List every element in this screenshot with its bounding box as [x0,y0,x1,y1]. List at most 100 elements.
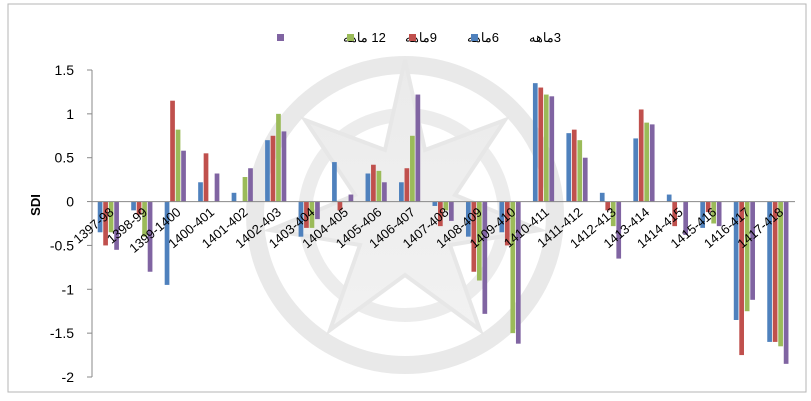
legend-label: 6ماهه [467,30,499,45]
bar-3-1410-411 [543,94,549,202]
bar-3-1402-403 [276,113,281,202]
bar-4-1413-414 [649,124,655,202]
bar-2-1410-411 [538,87,544,202]
bar-4-1404-405 [348,194,354,202]
legend-label: 12 ماهه [343,30,386,45]
bar-3-1399-1400 [175,129,181,202]
bar-3-1409-410 [510,201,516,334]
bar-4-1412-413 [616,201,622,259]
bar-4-1398-99 [147,201,153,272]
bar-4-1400-401 [214,173,220,202]
bars [97,83,789,364]
bar-2-1404-405 [337,201,343,211]
bar-2-1398-99 [136,201,142,215]
bar-4-1399-1400 [181,150,186,202]
bar-3-1403-404 [309,201,315,228]
bar-3-1417-418 [778,201,783,347]
y-tick-label: -2 [62,369,75,385]
bar-3-1416-417 [744,201,750,312]
bar-1-1412-413 [599,192,605,202]
bar-1-1410-411 [532,83,538,202]
bar-3-1411-412 [577,140,583,202]
bar-4-1410-411 [549,96,555,202]
legend-swatch [277,34,284,41]
bar-2-1408-409 [471,201,477,272]
bar-2-1403-404 [304,201,309,228]
bar-1-1413-414 [633,138,639,202]
legend-swatch [347,34,354,41]
bar-1-1409-410 [499,201,505,233]
bar-4-1406-407 [415,94,421,202]
legend: 12 ماهه 9ماهه 6ماهه 3ماهه [277,30,561,45]
bar-2-1415-416 [705,201,711,213]
bar-1-1403-404 [298,201,304,237]
plot-frame [7,3,807,393]
bar-1-1404-405 [332,162,337,202]
y-axis-label: SDI [28,194,43,216]
y-tick-label: 1.5 [55,62,75,78]
y-tick-label: -0.5 [50,237,74,253]
bar-3-1415-416 [711,201,717,224]
bar-3-1401-402 [242,177,248,202]
bar-1-1398-99 [131,201,136,211]
bar-2-1416-417 [739,201,744,356]
bar-3-1408-409 [476,201,482,281]
bar-1-1401-402 [231,192,237,202]
bar-4-1408-409 [482,201,488,314]
bar-4-1401-402 [248,168,253,202]
bar-2-1397-98 [103,201,108,246]
bar-3-1398-99 [142,201,147,237]
bar-4-1409-410 [515,201,521,344]
bar-2-1417-418 [772,201,778,342]
legend-swatch [409,34,416,41]
legend-label: 9ماهه [405,30,437,45]
bar-1-1406-407 [399,182,404,202]
bar-1-1400-401 [198,182,203,202]
bar-4-1416-417 [750,201,755,300]
bar-3-1413-414 [644,122,650,202]
bar-1-1416-417 [733,201,739,320]
bar-4-1397-98 [114,201,119,250]
bar-1-1405-406 [365,173,371,202]
bar-2-1399-1400 [170,100,175,202]
y-tick-label: -1 [62,281,75,297]
y-tick-label: -1.5 [50,325,74,341]
bar-3-1407-408 [443,201,449,211]
bar-2-1400-401 [203,153,209,202]
y-axis: 1.5 1 0.5 0 -0.5 -1 -1.5 -2 [50,62,93,385]
bar-2-1406-407 [404,168,410,202]
bar-4-1407-408 [449,201,454,221]
bar-4-1405-406 [382,182,387,202]
bar-4-1417-418 [783,201,789,364]
legend-swatch [471,34,478,41]
bar-2-1411-412 [571,129,577,202]
bar-1-1415-416 [700,201,706,228]
bar-3-1405-406 [376,170,382,202]
bar-1-1414-415 [666,194,672,202]
bar-2-1409-410 [504,201,510,246]
y-tick-label: 0.5 [55,150,75,166]
bar-3-1397-98 [108,201,114,233]
bar-2-1407-408 [438,201,443,227]
bar-2-1414-415 [672,201,678,227]
bar-4-1403-404 [315,201,320,220]
bar-2-1402-403 [270,135,276,202]
bar-4-1411-412 [582,157,588,202]
bar-4-1414-415 [683,201,689,235]
bar-1-1402-403 [265,140,270,202]
bar-2-1413-414 [638,109,644,202]
y-tick-label: 0 [66,194,74,210]
bar-1-1407-408 [432,201,438,206]
bar-1-1399-1400 [164,201,170,285]
bar-4-1402-403 [281,131,287,202]
bar-1-1417-418 [767,201,772,342]
bar-3-1406-407 [410,135,415,202]
bar-1-1397-98 [97,201,103,233]
bar-1-1411-412 [566,133,572,202]
bar-2-1405-406 [371,164,376,202]
y-tick-label: 1 [66,106,74,122]
bar-4-1415-416 [716,201,722,227]
legend-label: 3ماهه [529,30,561,45]
